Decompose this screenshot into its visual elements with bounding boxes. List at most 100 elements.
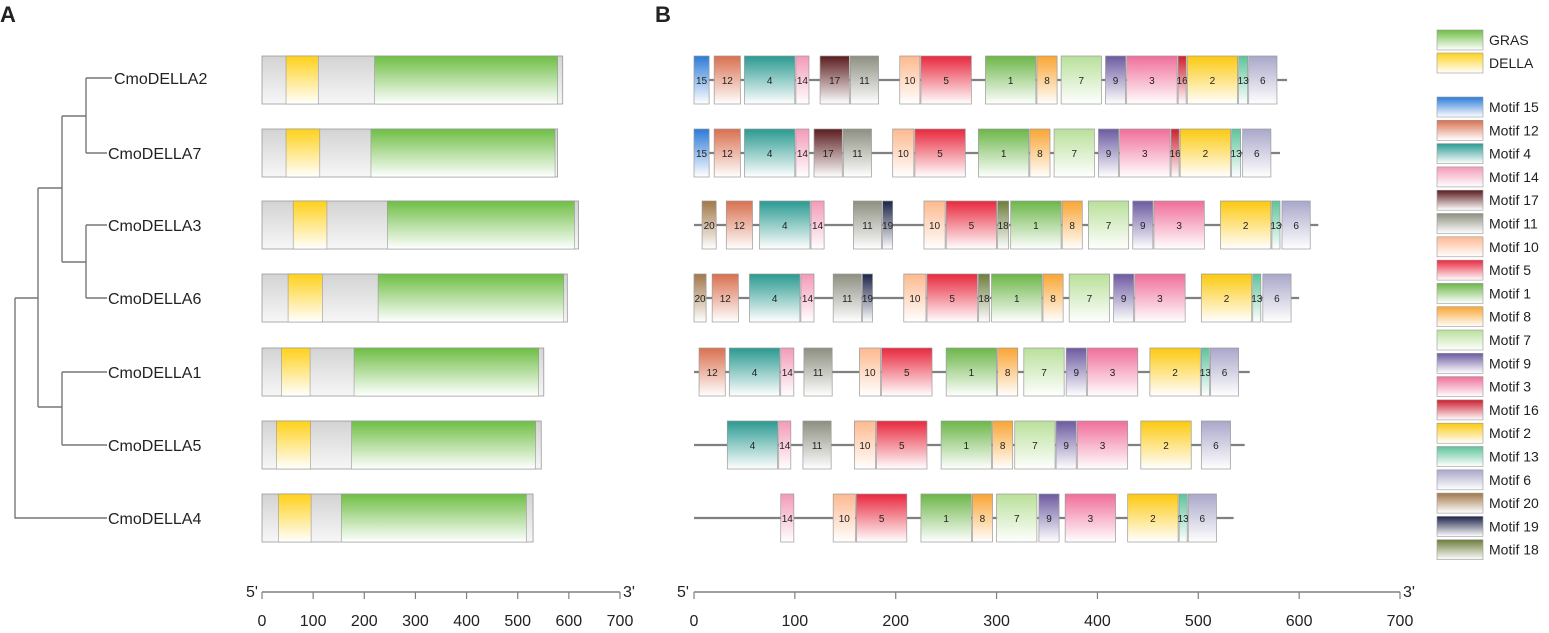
- motif-number: 18: [998, 221, 1010, 232]
- motif-15-box: [693, 55, 710, 105]
- panel-label-b: B: [655, 2, 671, 27]
- legend-label: Motif 11: [1489, 216, 1538, 232]
- legend-label: Motif 4: [1489, 146, 1531, 162]
- legend-label: DELLA: [1489, 55, 1534, 71]
- axis-tick-label: 200: [351, 613, 378, 630]
- motif-5-box: [914, 128, 966, 178]
- legend-label: Motif 1: [1489, 285, 1531, 301]
- motif-20-box: [701, 200, 717, 250]
- motif-number: 10: [909, 294, 921, 305]
- motif-10-box: [903, 273, 927, 323]
- motif-6-box: [1210, 347, 1239, 397]
- motif-number: 20: [704, 221, 716, 232]
- motif-number: 9: [1063, 441, 1069, 452]
- axis-tick-label: 500: [1185, 613, 1212, 630]
- motif-4-box: [744, 55, 796, 105]
- motif-8-box: [972, 493, 993, 543]
- motif-1-box: [940, 420, 992, 470]
- motif-number: 12: [722, 149, 734, 160]
- legend-label: GRAS: [1489, 32, 1529, 48]
- motif-13-box: [1252, 273, 1262, 323]
- motif-10-box: [854, 420, 876, 470]
- motif-12-box: [698, 347, 726, 397]
- motif-4-box: [744, 128, 796, 178]
- motif-6-box: [1242, 128, 1272, 178]
- motif-3-box: [1119, 128, 1171, 178]
- motif-12-box: [725, 200, 753, 250]
- legend: GRAS DELLA Motif 15 Motif 12 Motif 4 Motif 14…: [1436, 29, 1539, 561]
- della-domain: [285, 128, 321, 178]
- axis-tick-label: 400: [453, 613, 480, 630]
- motif-number: 8: [1005, 368, 1011, 379]
- legend-swatch: [1436, 306, 1484, 328]
- motif-9-box: [1105, 55, 1127, 105]
- motif-number: 11: [862, 221, 873, 232]
- motif-number: 7: [1087, 294, 1093, 305]
- motif-number: 1: [1008, 76, 1014, 87]
- panel-b-scale-axis: 5' 3' 0 100 200 300 400 500 600 700: [677, 584, 1415, 630]
- motif-number: 14: [797, 149, 809, 160]
- motif-number: 10: [929, 221, 941, 232]
- motif-16-box: [1177, 55, 1187, 105]
- panel-a-scale-axis: 5' 3' 0 100 200 300 400 500 600 700: [246, 584, 635, 630]
- phylogenetic-tree: [14, 77, 112, 519]
- motif-10-box: [899, 55, 921, 105]
- motif-4-box: [759, 200, 811, 250]
- motif-2-box: [1200, 273, 1253, 323]
- axis-tick-label: 400: [1084, 613, 1111, 630]
- motif-number: 15: [696, 149, 708, 160]
- motif-2-box: [1186, 55, 1238, 105]
- motif-number: 1: [1033, 221, 1039, 232]
- motif-number: 4: [752, 368, 758, 379]
- motif-number: 14: [797, 76, 809, 87]
- motif-number: 13: [1270, 221, 1282, 232]
- motif-number: 13: [1200, 368, 1212, 379]
- motif-7-box: [1068, 273, 1110, 323]
- legend-swatch: [1436, 422, 1484, 444]
- motif-8-box: [997, 347, 1019, 397]
- motif-2-box: [1179, 128, 1231, 178]
- axis-tick-label: 300: [983, 613, 1010, 630]
- motif-3-box: [1126, 55, 1178, 105]
- panel-a-domains: [261, 55, 579, 543]
- legend-swatch: [1436, 539, 1484, 561]
- motif-9-box: [1132, 200, 1154, 250]
- motif-7-box: [1014, 420, 1056, 470]
- gras-domain: [340, 493, 527, 543]
- motif-number: 13: [1178, 514, 1190, 525]
- motif-1-box: [1010, 200, 1062, 250]
- della-domain: [285, 55, 319, 105]
- motif-11-box: [853, 200, 882, 250]
- motif-9-box: [1055, 420, 1077, 470]
- motif-7-box: [1060, 55, 1102, 105]
- motif-number: 2: [1163, 441, 1169, 452]
- legend-swatch: [1436, 166, 1484, 188]
- motif-number: 13: [1231, 149, 1243, 160]
- motif-number: 6: [1293, 221, 1299, 232]
- motif-7-box: [1053, 128, 1095, 178]
- gene-label: CmoDELLA5: [108, 438, 201, 455]
- motif-8-box: [992, 420, 1014, 470]
- motif-13-box: [1178, 493, 1188, 543]
- motif-number: 16: [1177, 76, 1189, 87]
- motif-number: 3: [1110, 368, 1116, 379]
- motif-number: 9: [1073, 368, 1079, 379]
- motif-9-box: [1098, 128, 1119, 178]
- motif-number: 7: [1041, 368, 1047, 379]
- legend-swatch: [1436, 329, 1484, 351]
- motif-number: 6: [1200, 514, 1206, 525]
- motif-11-box: [803, 347, 833, 397]
- motif-number: 7: [1106, 221, 1112, 232]
- motif-number: 11: [842, 294, 853, 305]
- motif-9-box: [1065, 347, 1087, 397]
- legend-label: Motif 5: [1489, 262, 1531, 278]
- motif-2-box: [1149, 347, 1201, 397]
- motif-7-box: [1023, 347, 1065, 397]
- motif-number: 1: [1014, 294, 1020, 305]
- motif-18-box: [997, 200, 1010, 250]
- motif-number: 8: [1069, 221, 1075, 232]
- motif-number: 12: [734, 221, 746, 232]
- motif-20-box: [693, 273, 707, 323]
- motif-1-box: [920, 493, 972, 543]
- motif-number: 9: [1113, 76, 1119, 87]
